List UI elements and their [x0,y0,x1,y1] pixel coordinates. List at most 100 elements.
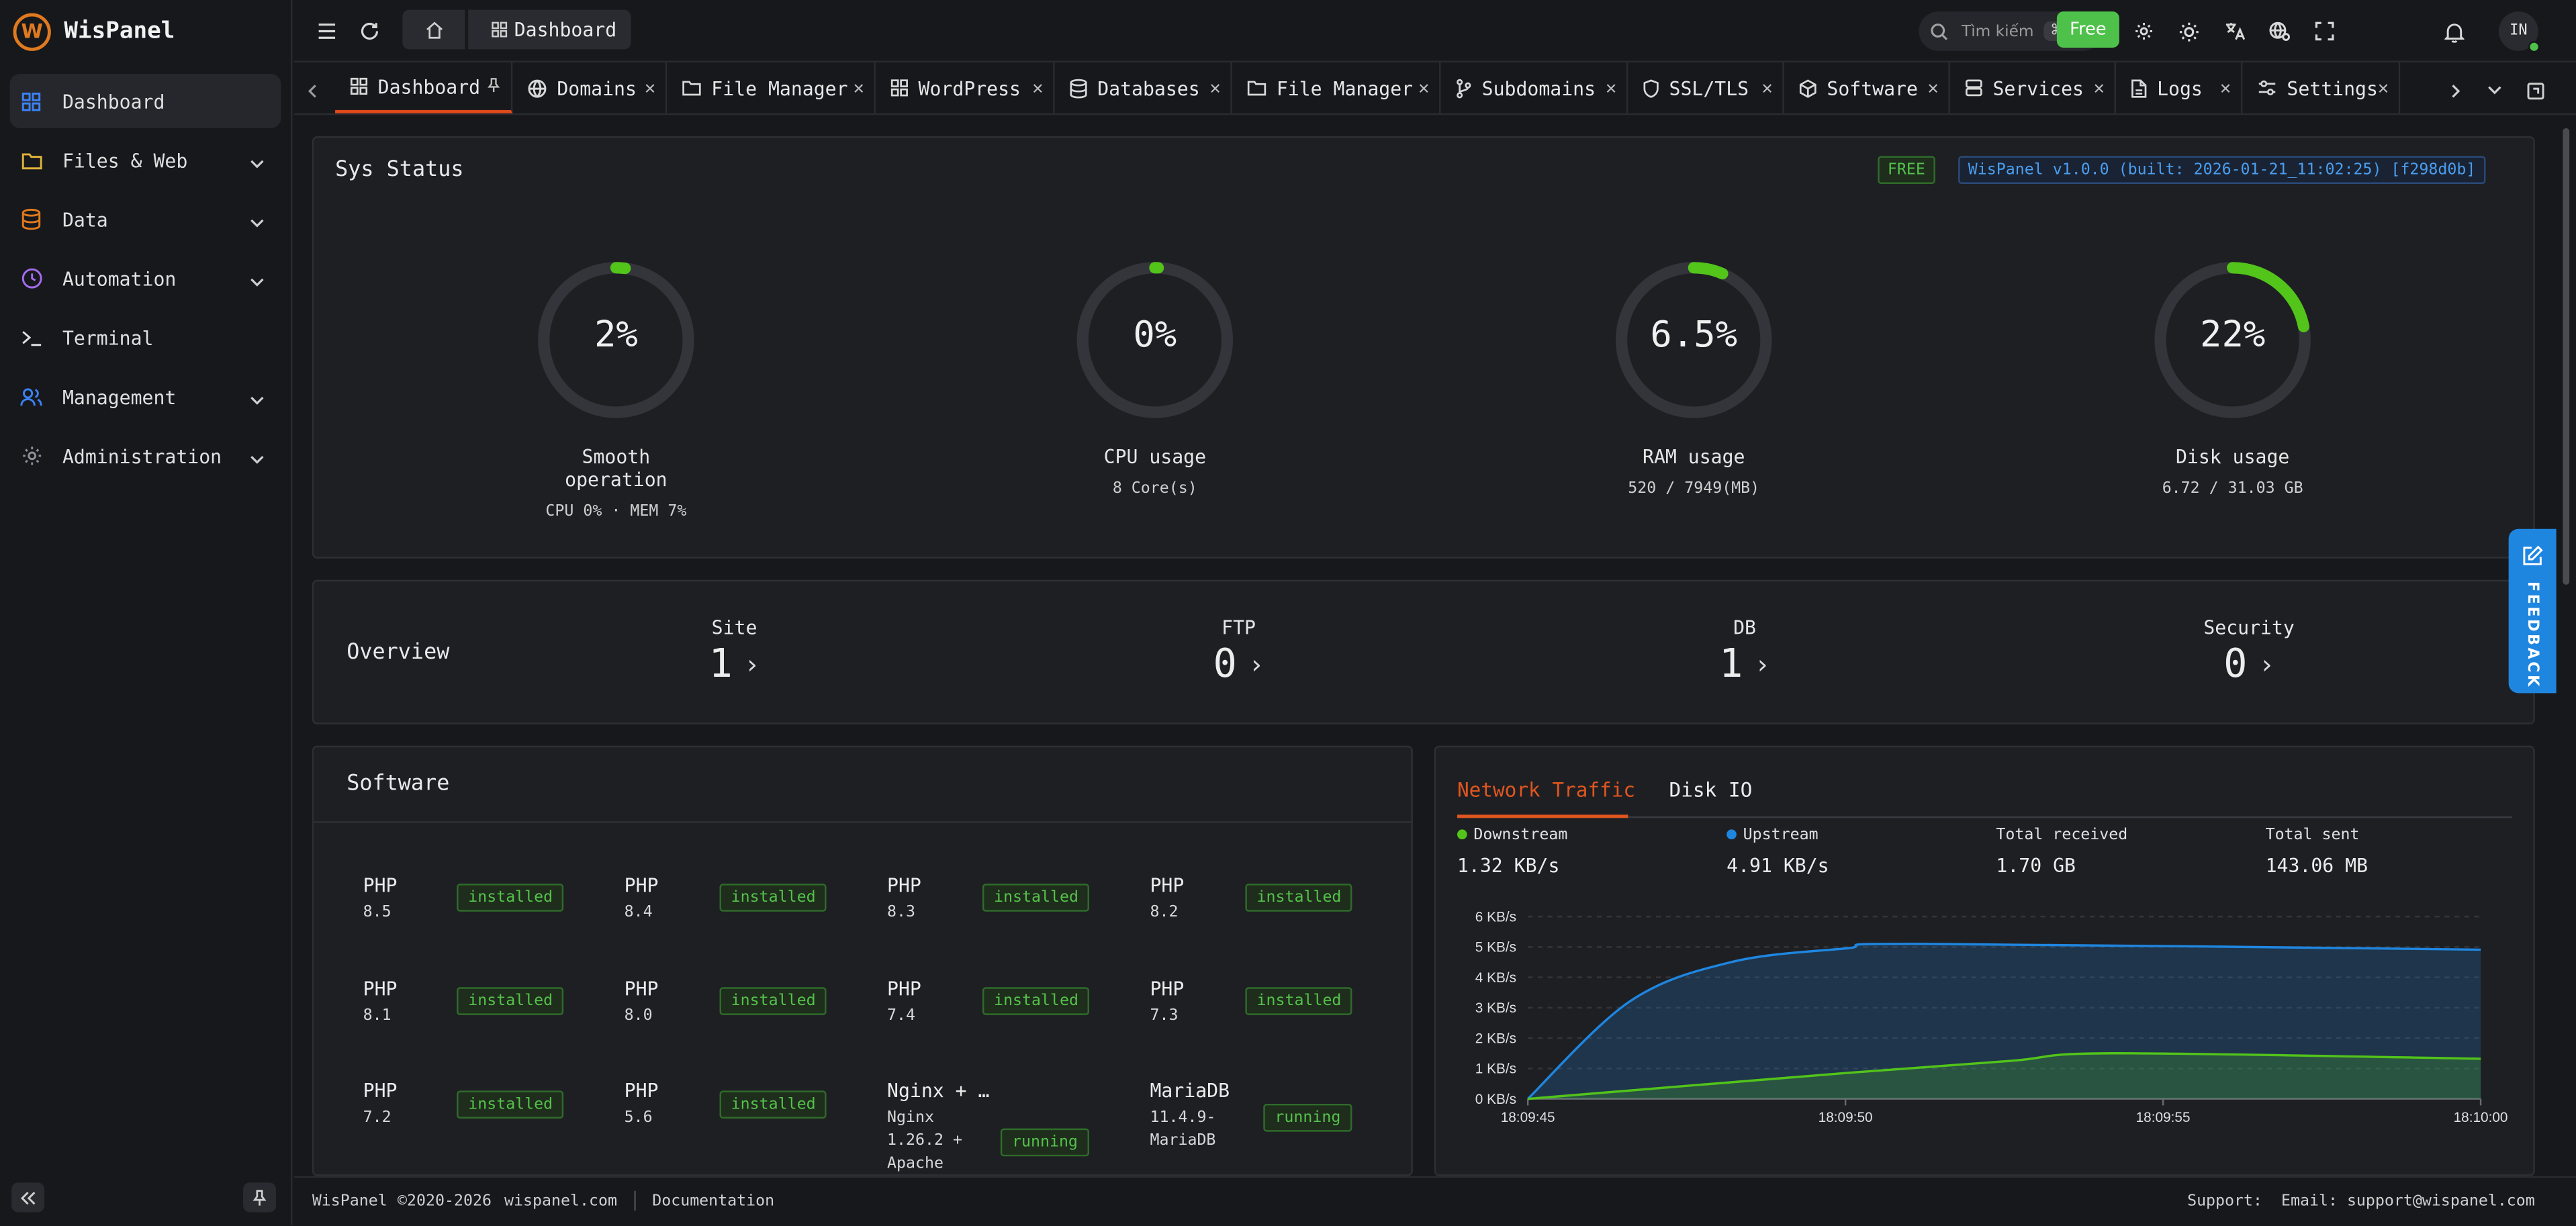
folder-icon [682,79,701,97]
overview-security[interactable]: Security 0 › [2183,616,2315,686]
footer-support[interactable]: Support: Email: support@wispanel.com [2187,1192,2535,1211]
software-item[interactable]: PHP 7.3 installed [1150,978,1396,1043]
gauge-value: 22% [2200,315,2266,357]
pin-icon[interactable] [486,77,501,99]
tabs-expand-button[interactable] [2522,77,2548,103]
avatar[interactable]: IN [2498,11,2540,53]
sidebar-item-automation[interactable]: Automation [10,251,281,305]
pin-icon [252,1189,267,1205]
brand[interactable]: W WisPanel [0,1,291,60]
close-icon[interactable]: ✕ [853,77,864,99]
close-icon[interactable]: ✕ [2220,77,2232,99]
tabs-menu-button[interactable] [2481,77,2507,103]
software-name: PHP [624,977,659,1000]
close-icon[interactable]: ✕ [2377,77,2389,99]
tabs-scroll-left-button[interactable] [299,77,325,103]
sidebar-item-administration[interactable]: Administration [10,429,281,483]
tab-databases[interactable]: Databases ✕ [1055,62,1232,113]
software-item[interactable]: PHP 8.5 installed [363,874,610,939]
tab-logs[interactable]: Logs ✕ [2116,62,2243,113]
tab-label: Domains [557,76,637,100]
sidebar-nav: Dashboard Files & Web Data Automation Te… [0,74,291,483]
breadcrumb-home[interactable] [402,9,465,50]
close-icon[interactable]: ✕ [1032,77,1044,99]
shield-icon [1643,78,1659,97]
tabs-scroll-right-button[interactable] [2443,77,2469,103]
gauge-label: Smooth operation [565,444,668,491]
overview-site[interactable]: Site 1 › [669,616,800,686]
menu-toggle-button[interactable] [314,18,340,44]
free-plan-button[interactable]: Free [2056,11,2119,48]
close-icon[interactable]: ✕ [644,77,656,99]
tab-settings[interactable]: Settings ✕ [2242,62,2401,113]
sidebar: W WisPanel Dashboard Files & Web Data Au… [0,0,293,1226]
gauge-label: Disk usage [2175,444,2290,469]
software-name: PHP [363,874,398,897]
software-item[interactable]: PHP 7.2 installed [363,1079,610,1145]
software-item[interactable]: Nginx + … Nginx 1.26.2 + Apache running [887,1079,1134,1174]
footer-docs-link[interactable]: Documentation [652,1192,775,1211]
scrollbar-thumb[interactable] [2563,128,2570,585]
divider [314,821,1412,823]
gauge-ram-usage[interactable]: 6.5% RAM usage 520 / 7949(MB) [1604,258,1784,498]
tab-file-manager-2[interactable]: File Manager ✕ [1232,62,1441,113]
close-icon[interactable]: ✕ [1606,77,1617,99]
network-status-button[interactable] [2266,18,2292,44]
sidebar-item-dashboard[interactable]: Dashboard [9,74,281,128]
tab-ssl-tls[interactable]: SSL/TLS ✕ [1628,62,1784,113]
settings-button[interactable] [2131,18,2157,44]
overview-ftp[interactable]: FTP 0 › [1173,616,1305,686]
feedback-button[interactable]: FEEDBACK [2508,528,2557,694]
tab-disk-io[interactable]: Disk IO [1669,778,1753,802]
pin-sidebar-button[interactable] [243,1182,276,1213]
close-icon[interactable]: ✕ [1418,77,1430,99]
refresh-button[interactable] [357,18,383,44]
software-name: PHP [624,1079,659,1102]
software-name: PHP [887,977,921,1000]
theme-toggle-button[interactable] [2175,18,2201,44]
sidebar-item-data[interactable]: Data [10,192,281,246]
sidebar-item-management[interactable]: Management [10,369,281,424]
sidebar-item-files-web[interactable]: Files & Web [10,133,281,187]
tab-services[interactable]: Services ✕ [1950,62,2116,113]
software-item[interactable]: PHP 8.3 installed [887,874,1134,939]
overview-db[interactable]: DB 1 › [1679,616,1810,686]
series-line-downstream [1528,1052,2481,1100]
close-icon[interactable]: ✕ [1927,77,1939,99]
tab-software[interactable]: Software ✕ [1784,62,1950,113]
software-item[interactable]: PHP 8.0 installed [625,978,871,1043]
page-scrollbar[interactable] [2559,115,2573,1176]
software-item[interactable]: PHP 8.1 installed [363,978,610,1043]
y-tick-label: 4 KB/s [1475,970,1516,986]
notifications-button[interactable] [2441,18,2467,44]
gauge-disk-usage[interactable]: 22% Disk usage 6.72 / 31.03 GB [2142,258,2323,498]
collapse-sidebar-button[interactable] [11,1182,45,1213]
tab-dashboard[interactable]: Dashboard [335,62,513,113]
software-item[interactable]: PHP 8.4 installed [625,874,871,939]
footer-site-link[interactable]: wispanel.com [504,1192,617,1211]
gauge-cpu-usage[interactable]: 0% CPU usage 8 Core(s) [1064,258,1245,498]
gauge-value: 0% [1133,315,1177,357]
language-button[interactable] [2221,18,2248,44]
close-icon[interactable]: ✕ [2093,77,2105,99]
sidebar-item-terminal[interactable]: Terminal [10,310,281,365]
close-icon[interactable]: ✕ [1209,77,1221,99]
tab-wordpress[interactable]: WordPress ✕ [876,62,1055,113]
software-name: PHP [624,874,659,897]
breadcrumb[interactable]: Dashboard [468,9,631,50]
close-icon[interactable]: ✕ [1761,77,1773,99]
stat-value: 1.70 GB [1996,854,2076,878]
software-item[interactable]: PHP 5.6 installed [625,1079,871,1145]
network-traffic-chart[interactable]: 0 KB/s 1 KB/s 2 KB/s 3 KB/s 4 KB/s 5 KB/s 6 KB… [1446,900,2530,1133]
fullscreen-button[interactable] [2311,18,2338,44]
software-item[interactable]: PHP 7.4 installed [887,978,1134,1043]
tab-domains[interactable]: Domains ✕ [512,62,668,113]
software-item[interactable]: MariaDB 11.4.9- MariaDB running [1150,1079,1396,1174]
tab-file-manager[interactable]: File Manager ✕ [667,62,876,113]
gauge-smooth-operation[interactable]: 2% Smooth operation CPU 0% · MEM 7% [526,258,706,521]
software-item[interactable]: PHP 8.2 installed [1150,874,1396,939]
users-icon [19,385,42,408]
footer-copyright: ©2020-2026 [398,1192,492,1211]
tab-subdomains[interactable]: Subdomains ✕ [1440,62,1628,113]
tab-network-traffic[interactable]: Network Traffic [1457,778,1636,802]
